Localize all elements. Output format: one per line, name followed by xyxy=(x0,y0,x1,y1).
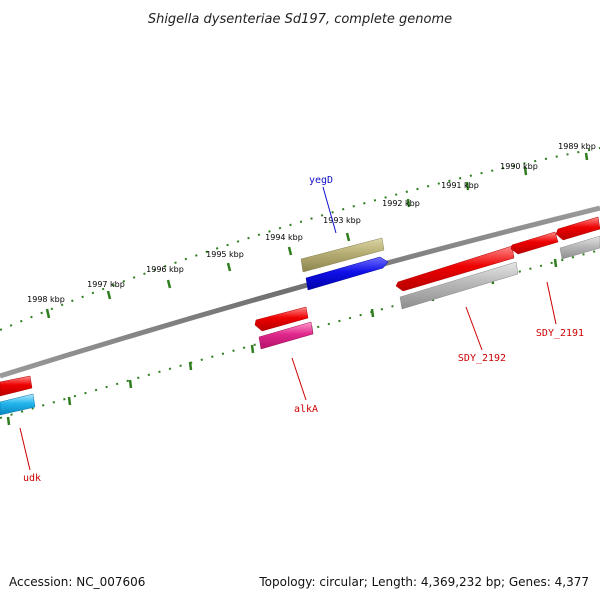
gene-grey-block-2[interactable] xyxy=(559,235,600,260)
map-title: Shigella dysenteriae Sd197, complete gen… xyxy=(148,12,452,27)
gene-grey-block-1[interactable] xyxy=(399,261,519,310)
gene-features-reverse xyxy=(0,235,600,416)
gene-yegD-block[interactable] xyxy=(300,237,385,273)
yegD-leader xyxy=(322,186,337,234)
gene-magenta-block[interactable] xyxy=(258,321,314,350)
gene-red-arrow-2[interactable] xyxy=(510,231,559,255)
scale-ticks xyxy=(45,152,589,319)
label-leaders xyxy=(19,186,557,471)
gene-label-SDY_2191[interactable]: SDY_2191 xyxy=(536,328,584,339)
scale-label-1995: 1995 kbp xyxy=(206,250,244,259)
gene-label-SDY_2192[interactable]: SDY_2192 xyxy=(458,353,506,364)
scale-label-1993: 1993 kbp xyxy=(323,216,361,225)
genome-backbone xyxy=(0,205,600,379)
gene-alkA-arrow[interactable] xyxy=(254,306,309,332)
genome-summary-text: Topology: circular; Length: 4,369,232 bp… xyxy=(258,575,589,589)
gene-label-yegD[interactable]: yegD xyxy=(309,175,333,186)
accession-text: Accession: NC_007606 xyxy=(9,575,145,589)
scale-label-1996: 1996 kbp xyxy=(146,265,184,274)
scale-label-1989: 1989 kbp xyxy=(558,142,596,151)
scale-label-1998: 1998 kbp xyxy=(27,295,65,304)
scale-label-1990: 1990 kbp xyxy=(500,162,538,171)
gene-SDY_2192-arrow[interactable] xyxy=(395,245,515,292)
gene-label-udk[interactable]: udk xyxy=(23,473,41,484)
gene-label-alkA[interactable]: alkA xyxy=(294,404,318,415)
scale-label-1997: 1997 kbp xyxy=(87,280,125,289)
gene-cyan-block[interactable] xyxy=(0,393,36,416)
SDY_2191-leader xyxy=(546,281,557,325)
scale-labels: 1989 kbp 1990 kbp 1991 kbp 1992 kbp 1993… xyxy=(27,142,596,304)
gene-red-arrow-3[interactable] xyxy=(555,216,600,241)
scale-label-1994: 1994 kbp xyxy=(265,233,303,242)
udk-leader xyxy=(19,427,31,471)
scale-label-1991: 1991 kbp xyxy=(441,181,479,190)
SDY_2192-leader xyxy=(465,306,483,351)
gene-udk-red-block[interactable] xyxy=(0,375,33,397)
gene-features-forward xyxy=(0,216,600,397)
scale-label-1992: 1992 kbp xyxy=(382,199,420,208)
gene-blue-arrow[interactable] xyxy=(305,256,389,291)
alkA-leader xyxy=(291,357,307,401)
